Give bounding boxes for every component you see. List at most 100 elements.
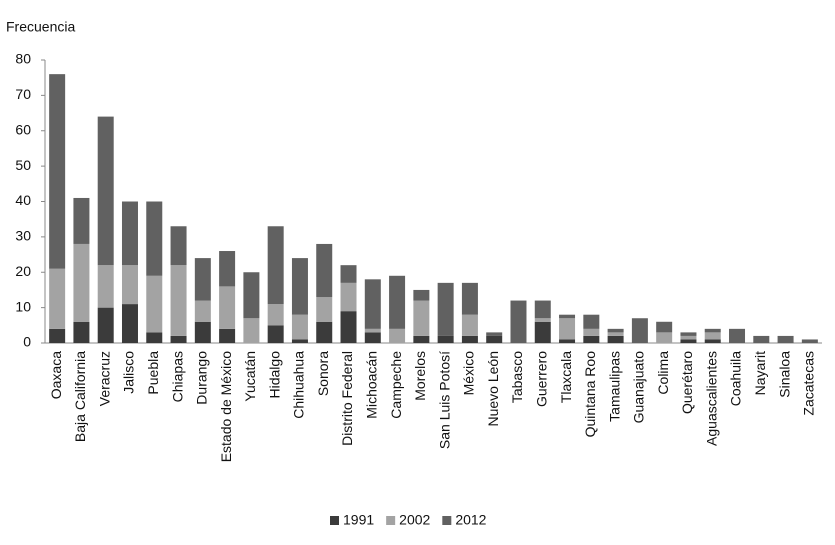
bar-segment bbox=[194, 258, 211, 301]
bar-segment bbox=[777, 335, 794, 343]
bar-segment bbox=[729, 328, 746, 343]
bar-segment bbox=[704, 339, 721, 343]
bar-segment bbox=[534, 321, 551, 343]
bar-segment bbox=[97, 116, 114, 266]
x-tick-label: Baja California bbox=[72, 351, 88, 442]
y-tick-label: 40 bbox=[15, 192, 31, 208]
x-tick-label: San Luis Potosí bbox=[436, 351, 452, 449]
bar-segment bbox=[194, 300, 211, 322]
bar-segment bbox=[146, 332, 163, 343]
legend-swatch bbox=[386, 516, 396, 525]
bar-segment bbox=[316, 243, 333, 298]
bar-segment bbox=[704, 332, 721, 340]
x-tick-label: Chiapas bbox=[169, 351, 185, 402]
x-tick-label: Oaxaca bbox=[48, 351, 64, 399]
y-tick-label: 20 bbox=[15, 263, 31, 279]
x-tick-label: Sonora bbox=[315, 351, 331, 396]
bar-segment bbox=[316, 297, 333, 322]
x-tick-label: Guerrero bbox=[533, 351, 549, 407]
bar-segment bbox=[73, 197, 90, 244]
bar-segment bbox=[753, 335, 770, 343]
bar-segment bbox=[656, 321, 673, 333]
bar-segment bbox=[389, 275, 406, 329]
bar-segment bbox=[680, 339, 697, 343]
x-tick-label: Estado de México bbox=[218, 351, 234, 462]
bar-segment bbox=[801, 339, 818, 343]
bar-segment bbox=[559, 314, 576, 319]
x-tick-label: Nayarit bbox=[752, 351, 768, 395]
x-tick-label: Veracruz bbox=[96, 351, 112, 406]
bar-segment bbox=[49, 328, 66, 343]
bar-segment bbox=[121, 265, 138, 305]
x-tick-label: Distrito Federal bbox=[339, 351, 355, 446]
bar-segment bbox=[364, 279, 381, 329]
bar-segment bbox=[219, 328, 236, 343]
bar-segment bbox=[243, 318, 260, 343]
bar-segment bbox=[73, 243, 90, 322]
x-tick-label: Hidalgo bbox=[266, 351, 282, 399]
legend-label: 1991 bbox=[343, 512, 374, 528]
bar-segment bbox=[486, 332, 503, 336]
bar-segment bbox=[656, 332, 673, 343]
bar-segment bbox=[267, 226, 284, 305]
legend-label: 2002 bbox=[399, 512, 430, 528]
bar-segment bbox=[316, 321, 333, 343]
bar-segment bbox=[97, 307, 114, 343]
bar-segment bbox=[486, 335, 503, 343]
x-tick-label: Colima bbox=[655, 351, 671, 395]
x-tick-label: Tabasco bbox=[509, 351, 525, 403]
bar-segment bbox=[170, 335, 187, 343]
x-tick-label: Coahuila bbox=[728, 351, 744, 406]
y-tick-label: 80 bbox=[15, 51, 31, 67]
bar-segment bbox=[413, 289, 430, 301]
x-tick-label: Tamaulipas bbox=[606, 351, 622, 422]
x-tick-label: Michoacán bbox=[364, 351, 380, 419]
bar-segment bbox=[413, 335, 430, 343]
bar-segment bbox=[49, 74, 66, 269]
bar-segment bbox=[461, 282, 478, 315]
bar-segment bbox=[170, 265, 187, 336]
legend-swatch bbox=[330, 516, 339, 525]
x-tick-label: Guanajuato bbox=[631, 351, 647, 424]
bar-segment bbox=[73, 321, 90, 343]
y-tick-label: 30 bbox=[15, 228, 31, 244]
bar-segment bbox=[680, 332, 697, 336]
bar-segment bbox=[291, 339, 308, 343]
bar-segment bbox=[559, 339, 576, 343]
bar-segment bbox=[364, 332, 381, 343]
bar-segment bbox=[97, 265, 114, 308]
bar-segment bbox=[631, 318, 648, 343]
x-tick-label: Jalisco bbox=[121, 351, 137, 394]
bar-segment bbox=[583, 314, 600, 329]
bar-segment bbox=[340, 311, 357, 343]
bar-segment bbox=[559, 318, 576, 340]
bar-segment bbox=[219, 286, 236, 329]
bar-segment bbox=[340, 265, 357, 283]
x-tick-label: Puebla bbox=[145, 351, 161, 395]
x-tick-label: Querétaro bbox=[679, 351, 695, 414]
x-tick-label: México bbox=[461, 351, 477, 396]
bar-segment bbox=[267, 304, 284, 326]
bar-segment bbox=[146, 275, 163, 333]
x-tick-label: Aguascalientes bbox=[703, 351, 719, 446]
legend-label: 2012 bbox=[455, 512, 486, 528]
bar-segment bbox=[243, 272, 260, 319]
bar-segment bbox=[340, 282, 357, 312]
x-tick-label: Nuevo León bbox=[485, 351, 501, 427]
x-tick-label: Campeche bbox=[388, 351, 404, 419]
bar-segment bbox=[389, 328, 406, 343]
bar-segment bbox=[461, 335, 478, 343]
bar-segment bbox=[583, 328, 600, 336]
bar-segment bbox=[121, 304, 138, 343]
bar-segment bbox=[267, 325, 284, 343]
x-tick-label: Sinaloa bbox=[776, 351, 792, 398]
bar-segment bbox=[607, 328, 624, 333]
y-tick-label: 10 bbox=[15, 298, 31, 314]
bar-segment bbox=[291, 258, 308, 315]
bar-segment bbox=[121, 201, 138, 266]
y-tick-label: 60 bbox=[15, 121, 31, 137]
legend-swatch bbox=[442, 516, 452, 525]
bar-segment bbox=[194, 321, 211, 343]
bar-segment bbox=[510, 300, 527, 343]
x-tick-label: Yucatán bbox=[242, 351, 258, 402]
